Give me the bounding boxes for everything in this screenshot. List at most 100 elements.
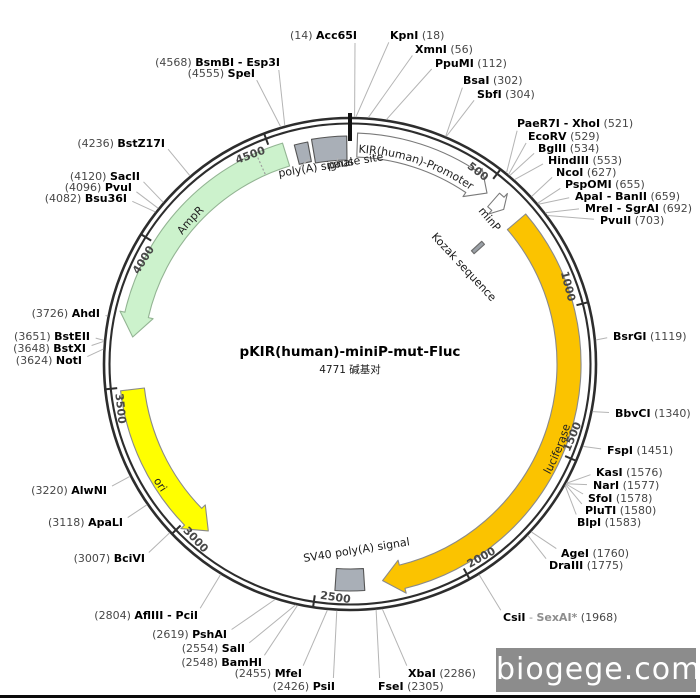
enzyme-label-AlwNI: (3220) AlwNI	[31, 484, 107, 497]
enzyme-leader-line	[375, 609, 381, 679]
enzyme-label-KasI: KasI (1576)	[596, 466, 663, 479]
enzyme-label-BstXI: (3648) BstXI	[13, 342, 86, 355]
enzyme-leader-line	[547, 215, 595, 220]
enzyme-leader-line	[381, 608, 408, 666]
enzyme-label-SfoI: SfoI (1578)	[588, 492, 652, 505]
enzyme-label-BsaI: BsaI (302)	[463, 74, 523, 87]
enzyme-label-XmnI: XmnI (56)	[415, 43, 473, 56]
enzyme-label-SacII: (4120) SacII	[70, 170, 140, 183]
enzyme-leader-line	[136, 191, 159, 209]
enzyme-leader-line	[537, 187, 561, 204]
enzyme-label-PvuII: PvuII (703)	[600, 214, 664, 227]
enzyme-leader-line	[565, 483, 584, 495]
feature-label-kozak-sequence: Kozak sequence	[429, 230, 499, 304]
enzyme-label-AgeI: AgeI (1760)	[561, 547, 629, 560]
enzyme-label-XbaI: XbaI (2286)	[408, 667, 476, 680]
enzyme-leader-line	[355, 42, 390, 118]
enzyme-label-FspI: FspI (1451)	[607, 444, 673, 457]
enzyme-label-Bsu36I: (4082) Bsu36I	[45, 192, 127, 205]
enzyme-leader-line	[538, 197, 570, 205]
feature-kir-promoter	[356, 132, 488, 198]
feature-ampr	[119, 142, 291, 338]
enzyme-label-BlpI: BlpI (1583)	[577, 516, 641, 529]
position-tick	[492, 168, 502, 180]
enzyme-leader-line	[530, 531, 557, 550]
enzyme-leader-line	[256, 79, 282, 128]
enzyme-leader-line	[367, 55, 413, 118]
enzyme-leader-line	[506, 130, 518, 174]
enzyme-label-NotI: (3624) NotI	[16, 354, 82, 367]
enzyme-leader-line	[111, 475, 131, 487]
enzyme-label-Acc65I: (14) Acc65I	[290, 29, 357, 42]
feature-leader-line	[335, 157, 339, 165]
enzyme-leader-line	[564, 485, 577, 515]
enzyme-label-EcoRV: EcoRV (529)	[528, 130, 600, 143]
enzyme-label-AhdI: (3726) AhdI	[32, 307, 100, 320]
enzyme-label-BbvCI: BbvCI (1340)	[615, 407, 691, 420]
position-tick	[462, 568, 471, 580]
position-tick	[576, 301, 589, 307]
enzyme-leader-line	[595, 337, 608, 341]
enzyme-label-BamHI: (2548) BamHI	[181, 656, 262, 669]
enzyme-label-FseI: FseI (2305)	[378, 680, 444, 693]
feature-ori	[120, 387, 209, 532]
enzyme-label-SalI: (2554) SalI	[182, 642, 245, 655]
enzyme-leader-line	[148, 532, 171, 553]
position-tick-label: 3500	[112, 393, 128, 425]
enzyme-label-PshAI: (2619) PshAI	[152, 628, 227, 641]
enzyme-label-PsiI: (2426) PsiI	[273, 680, 335, 693]
backbone-ring-outer	[102, 116, 598, 612]
enzyme-label-MfeI: (2455) MfeI	[235, 667, 302, 680]
enzyme-label-CsiISexAI-: CsiI - SexAI* (1968)	[503, 611, 617, 624]
enzyme-leader-line	[95, 337, 105, 341]
enzyme-leader-line	[582, 445, 602, 450]
enzyme-label-KpnI: KpnI (18)	[390, 29, 444, 42]
feature-polya-signal	[293, 141, 312, 165]
enzyme-leader-line	[263, 605, 298, 656]
enzyme-leader-line	[514, 163, 544, 181]
enzyme-label-MreI-SgrAI: MreI - SgrAI (692)	[585, 202, 692, 215]
enzyme-leader-line	[508, 142, 527, 175]
enzyme-leader-line	[143, 181, 164, 203]
enzyme-label-BsrGI: BsrGI (1119)	[613, 330, 687, 343]
enzyme-leader-line	[231, 598, 276, 630]
enzyme-leader-line	[509, 153, 535, 176]
enzyme-leader-line	[91, 340, 105, 346]
enzyme-leader-line	[566, 474, 591, 484]
enzyme-leader-line	[385, 68, 433, 121]
position-tick-label: 2500	[319, 589, 352, 606]
enzyme-label-ApaI-BanII: ApaI - BanII (659)	[575, 190, 680, 203]
feature-luciferase	[382, 213, 582, 594]
enzyme-label-PaeR7I-XhoI: PaeR7I - XhoI (521)	[517, 117, 633, 130]
enzyme-label-PluTI: PluTI (1580)	[585, 504, 656, 517]
enzyme-leader-line	[87, 348, 104, 358]
enzyme-label-BsmBI-Esp3I: (4568) BsmBI - Esp3I	[155, 56, 280, 69]
enzyme-label-BciVI: (3007) BciVI	[74, 552, 145, 565]
position-tick	[104, 387, 118, 391]
enzyme-leader-line	[445, 99, 475, 137]
enzyme-label-HindIII: HindIII (553)	[548, 154, 622, 167]
position-tick	[312, 595, 316, 608]
enzyme-leader-line	[531, 177, 553, 197]
enzyme-label-DraIII: DraIII (1775)	[549, 559, 623, 572]
feature-minp	[487, 192, 508, 215]
enzyme-label-ApaLI: (3118) ApaLI	[48, 516, 123, 529]
position-tick	[170, 524, 182, 535]
enzyme-label-PpuMI: PpuMI (112)	[435, 57, 507, 70]
enzyme-leader-line	[302, 609, 328, 666]
watermark: biogege.com	[496, 648, 700, 692]
bottom-border	[0, 695, 700, 698]
enzyme-leader-line	[167, 148, 191, 177]
enzyme-leader-line	[199, 574, 222, 609]
feature-pause-site	[310, 135, 348, 164]
enzyme-leader-line	[127, 504, 148, 519]
enzyme-label-AflIII-PciI: (2804) AflIII - PciI	[94, 609, 198, 622]
enzyme-label-SbfI: SbfI (304)	[477, 88, 535, 101]
enzyme-label-PspOMI: PspOMI (655)	[565, 178, 645, 191]
enzyme-leader-line	[527, 535, 547, 560]
enzyme-label-NarI: NarI (1577)	[593, 479, 659, 492]
enzyme-leader-line	[248, 604, 296, 644]
enzyme-label-SpeI: (4555) SpeI	[188, 67, 255, 80]
enzyme-label-NcoI: NcoI (627)	[556, 166, 616, 179]
